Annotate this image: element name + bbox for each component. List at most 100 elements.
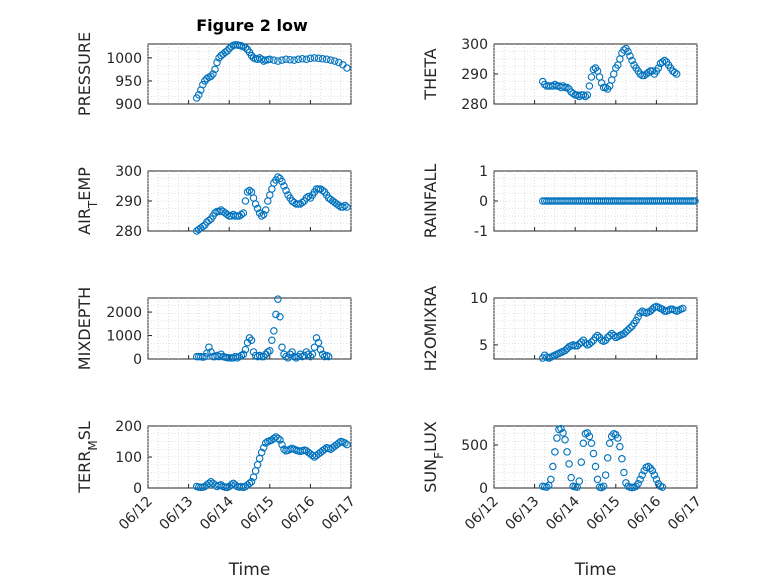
data-point	[577, 338, 586, 346]
y-tick-label: 0	[133, 352, 142, 368]
data-point	[626, 324, 634, 332]
x-tick-label: 06/17	[665, 494, 705, 534]
data-point	[591, 333, 600, 342]
data-point	[286, 55, 294, 64]
data-point	[339, 203, 347, 211]
data-point	[270, 327, 278, 335]
data-point	[607, 329, 616, 338]
x-tick-label: 06/12	[116, 494, 156, 534]
data-points	[538, 302, 687, 362]
data-point	[298, 198, 307, 207]
data-points	[538, 44, 681, 101]
data-point	[306, 54, 315, 63]
data-point	[573, 342, 581, 350]
data-point	[543, 483, 551, 491]
data-point	[247, 478, 256, 486]
data-point	[308, 350, 317, 359]
data-point	[278, 440, 286, 449]
data-point	[679, 304, 687, 313]
x-tick-label: 06/12	[462, 494, 502, 534]
data-point	[259, 210, 268, 219]
y-tick-label: 1000	[106, 329, 142, 345]
data-point	[312, 334, 321, 342]
y-tick-label: 10	[470, 291, 488, 307]
data-point	[616, 442, 624, 451]
y-axis-label: MIXDEPTH	[75, 287, 94, 370]
data-point	[215, 54, 223, 62]
data-points	[538, 424, 667, 492]
data-point	[563, 448, 571, 456]
y-tick-label: -1	[474, 224, 488, 240]
figure-title: Figure 2 low	[196, 16, 308, 35]
data-point	[581, 92, 590, 101]
data-point	[579, 91, 588, 99]
data-point	[335, 58, 343, 67]
data-point	[272, 310, 280, 319]
data-point	[341, 439, 349, 447]
data-point	[551, 80, 559, 89]
y-tick-label: 500	[461, 438, 488, 454]
data-point	[634, 479, 642, 488]
subplot-mixdepth: 0 1000 2000 MIXDEPTH	[75, 287, 352, 370]
y-axis-label: H2OMIXRA	[421, 286, 440, 372]
data-point	[601, 83, 610, 92]
y-tick-label: 300	[115, 164, 142, 180]
y-tick-label: 100	[115, 450, 142, 466]
data-point	[589, 449, 598, 458]
data-point	[209, 70, 217, 78]
data-point	[591, 462, 600, 471]
data-point	[310, 54, 319, 62]
data-point	[199, 222, 207, 231]
data-point	[245, 186, 254, 195]
x-tick-label: 06/14	[197, 493, 237, 533]
subplot-sun-flux: 0 500 06/12 06/13 06/14 06/15 06/16 06/17 Time SU…	[421, 421, 705, 580]
data-point	[247, 336, 256, 344]
data-point	[266, 55, 274, 63]
data-point	[341, 201, 349, 210]
data-point	[670, 68, 679, 77]
data-point	[243, 338, 252, 347]
data-point	[644, 462, 653, 471]
data-point	[559, 429, 567, 437]
x-tick-label: 06/16	[624, 493, 664, 533]
data-point	[217, 481, 225, 489]
data-point	[658, 483, 667, 491]
data-point	[278, 177, 286, 186]
y-tick-label: 0	[479, 481, 488, 497]
data-point	[276, 313, 284, 321]
data-point	[632, 316, 640, 325]
data-point	[624, 47, 632, 56]
data-point	[290, 56, 298, 64]
data-point	[343, 64, 351, 72]
data-point	[195, 91, 203, 99]
data-point	[257, 212, 266, 220]
y-tick-label: 0	[479, 194, 488, 210]
data-point	[274, 434, 282, 443]
data-points	[192, 433, 351, 492]
data-point	[620, 329, 628, 338]
data-point	[282, 55, 290, 63]
data-point	[286, 350, 294, 359]
data-point	[561, 436, 569, 444]
data-point	[646, 307, 655, 315]
data-point	[593, 475, 602, 484]
data-point	[547, 475, 555, 484]
data-point	[268, 336, 276, 344]
data-point	[620, 468, 628, 477]
data-point	[288, 348, 296, 356]
data-point	[280, 182, 288, 190]
data-point	[585, 432, 594, 441]
x-tick-label: 06/15	[584, 494, 624, 534]
data-point	[304, 350, 313, 359]
y-axis-label: PRESSURE	[75, 32, 94, 116]
data-point	[201, 77, 209, 85]
data-point	[585, 340, 594, 348]
data-point	[559, 82, 567, 90]
data-point	[207, 72, 215, 81]
data-point	[343, 203, 351, 211]
y-tick-label: 290	[461, 67, 488, 83]
subplot-rainfall: -1 0 1 RAINFALL	[421, 164, 699, 240]
data-point	[266, 347, 274, 355]
data-point	[603, 454, 612, 462]
data-point	[577, 458, 586, 466]
